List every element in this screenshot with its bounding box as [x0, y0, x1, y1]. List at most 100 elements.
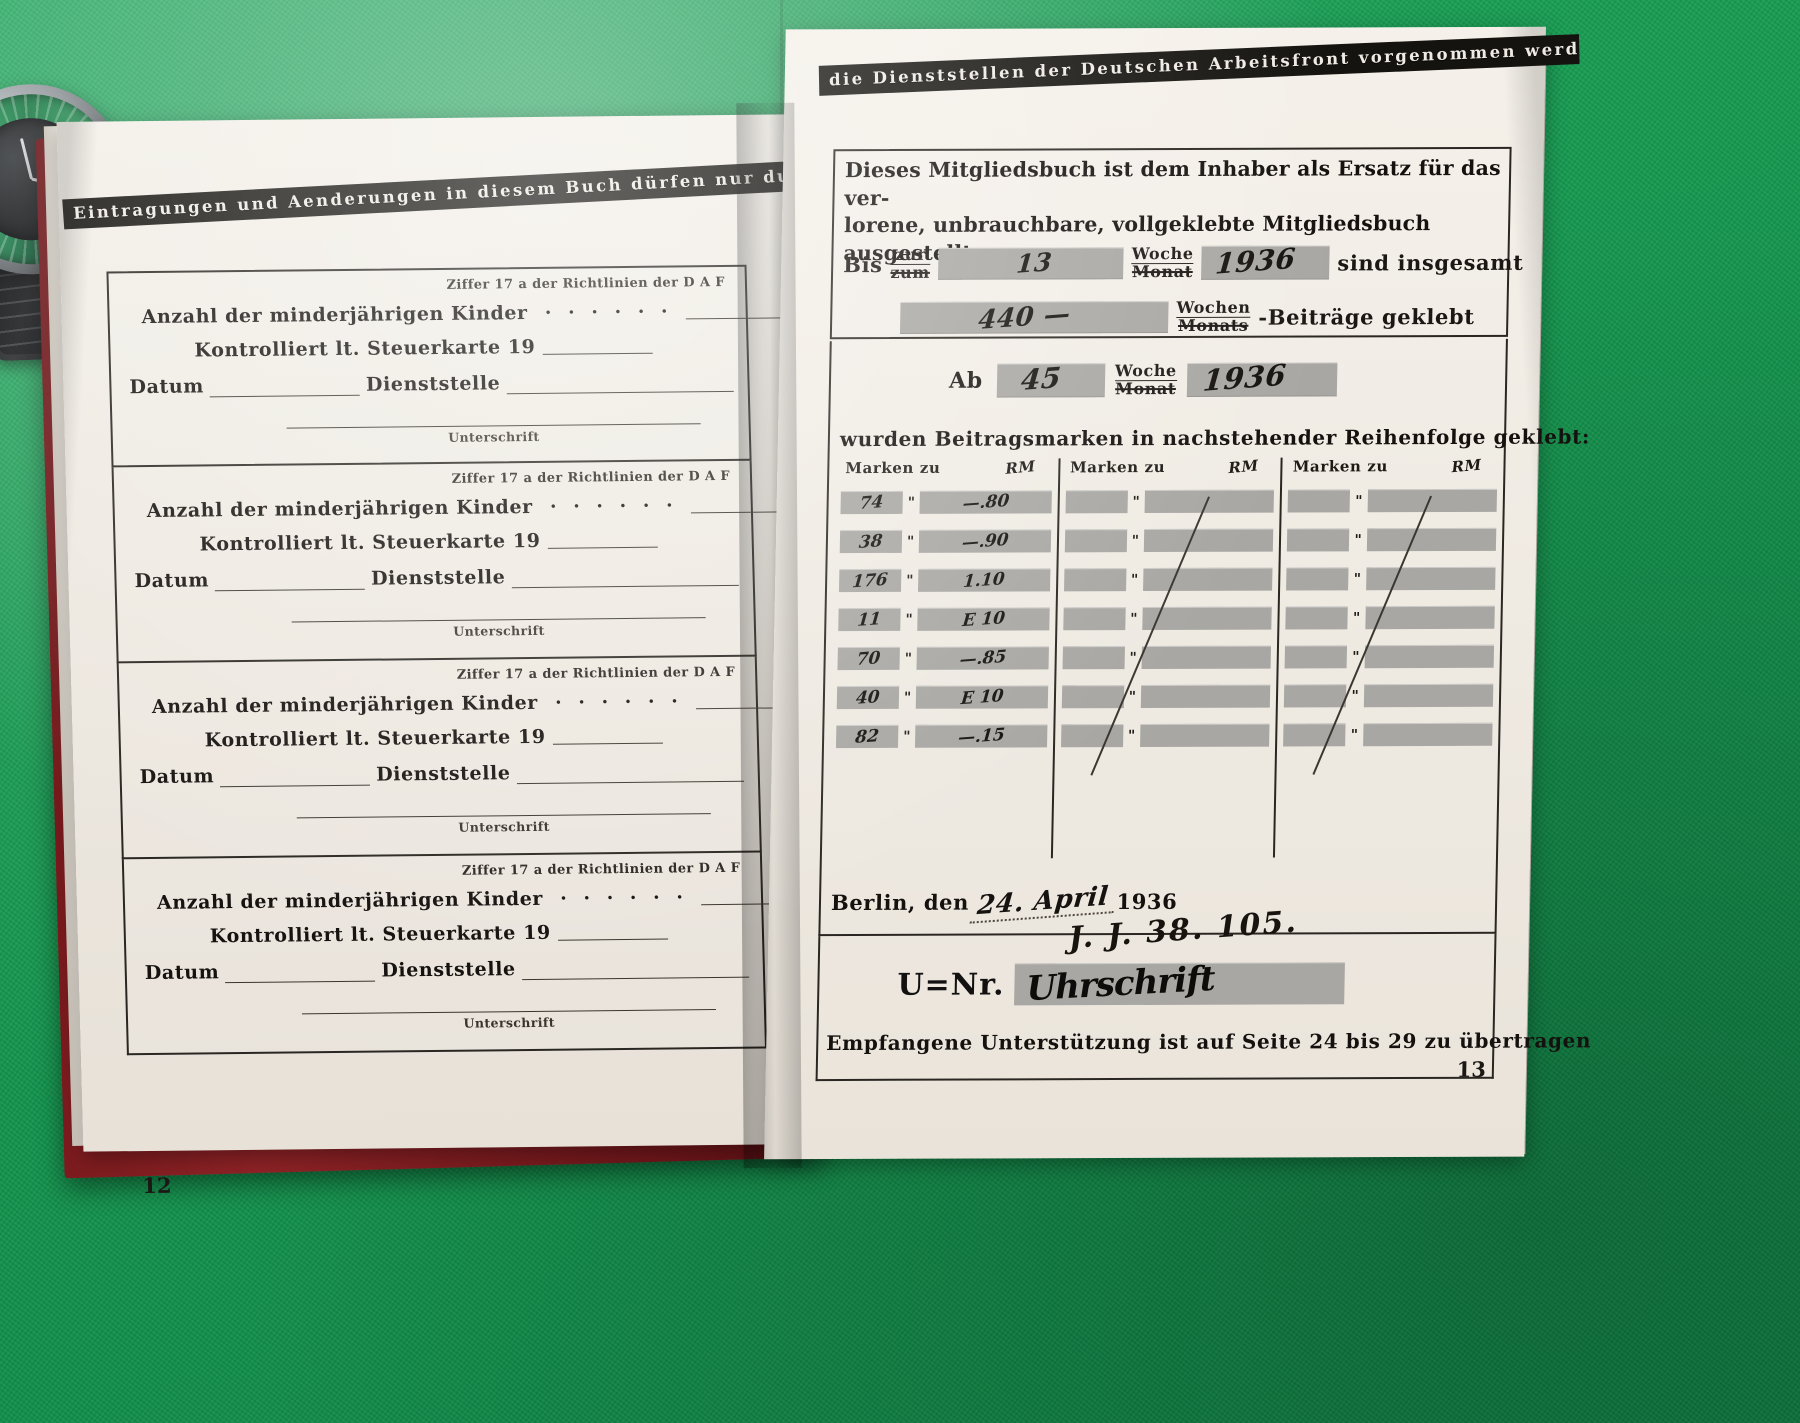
quote-mark: " [905, 611, 913, 628]
datum-row: Datum Dienststelle [129, 370, 734, 398]
stamp-qty-field[interactable] [1285, 606, 1349, 630]
stamp-qty-field[interactable]: 11 [838, 607, 901, 632]
kontrolliert-row: Kontrolliert lt. Steuerkarte 19 [194, 334, 733, 362]
stamp-value-field[interactable]: —.90 [919, 529, 1051, 553]
stamp-row: " [1287, 520, 1497, 560]
stamp-value-field[interactable] [1140, 684, 1271, 709]
marken-zu-label: Marken zu [1292, 457, 1389, 476]
kontrolliert-input-line[interactable] [552, 729, 664, 745]
stamp-value-field[interactable] [1143, 528, 1274, 553]
berlin-date-line: Berlin, den 24. April 1936 [830, 880, 1178, 924]
dienststelle-input-line[interactable] [521, 961, 750, 981]
left-page: Eintragungen und Aenderungen in diesem B… [56, 114, 822, 1198]
ab-week-field[interactable]: 45 [996, 361, 1106, 398]
stamp-qty-field[interactable] [1062, 607, 1126, 631]
dienststelle-input-line[interactable] [516, 765, 744, 785]
stamp-qty-field[interactable] [1287, 528, 1350, 552]
datum-row: Datum Dienststelle [145, 956, 750, 984]
stamp-value-field[interactable] [1365, 566, 1496, 591]
stamp-qty-field[interactable] [1287, 489, 1351, 513]
stamp-qty-field[interactable]: 74 [840, 490, 903, 515]
dienststelle-input-line[interactable] [506, 375, 734, 395]
stamp-value-field[interactable]: —.15 [915, 724, 1048, 748]
stamp-row: " [1061, 677, 1271, 717]
stamps-column: Marken zu RM " " [1050, 456, 1281, 859]
datum-input-line[interactable] [214, 573, 366, 592]
stamp-row: " [1284, 676, 1494, 716]
stamp-qty-field[interactable]: 40 [836, 685, 900, 710]
datum-input-line[interactable] [220, 769, 371, 788]
stamp-qty-field[interactable] [1064, 529, 1127, 553]
stamp-value-field[interactable]: 1.10 [918, 568, 1051, 592]
woche-monat-fraction: Woche Monat [1131, 243, 1194, 281]
stamp-qty-field[interactable]: 38 [839, 529, 903, 554]
ab-woche-monat-fraction: Woche Monat [1114, 360, 1178, 398]
stamp-row: " [1060, 716, 1270, 756]
datum-input-line[interactable] [209, 379, 361, 398]
page-number-right: 13 [1456, 1056, 1487, 1082]
monat-label: Monat [1131, 261, 1194, 281]
kontrolliert-input-line[interactable] [547, 533, 658, 549]
stamp-qty-field[interactable] [1063, 568, 1127, 592]
u-nummer-field[interactable]: Uhrschrift [1014, 962, 1346, 1006]
stamp-value-field[interactable] [1363, 683, 1494, 708]
weeks-field[interactable]: 13 [937, 247, 1124, 281]
woche-label: Woche [1131, 243, 1194, 264]
entry-block: Ziffer 17 a der Richtlinien der D A F An… [121, 852, 822, 1056]
stamp-qty-field[interactable] [1284, 645, 1348, 669]
stamp-value: 1.10 [962, 568, 1006, 592]
stamp-qty-field[interactable]: 82 [835, 724, 899, 749]
stamp-value-field[interactable]: E 10 [916, 685, 1048, 709]
stamp-value-field[interactable] [1141, 645, 1272, 670]
quote-mark: " [906, 533, 915, 550]
kontrolliert-input-line[interactable] [557, 925, 669, 941]
datum-input-line[interactable] [225, 965, 376, 984]
quote-mark: " [1350, 726, 1359, 743]
stamp-value-field[interactable]: —.80 [919, 490, 1052, 514]
marken-zu-label: Marken zu [845, 458, 941, 478]
dienststelle-input-line[interactable] [511, 569, 739, 589]
quote-mark: " [1128, 688, 1137, 705]
year-field[interactable]: 1936 [1201, 242, 1330, 281]
stamp-value-field[interactable] [1144, 489, 1275, 514]
stamp-value-field[interactable] [1364, 605, 1495, 630]
stamp-qty-field[interactable] [1286, 567, 1349, 591]
stamp-qty-field[interactable] [1061, 685, 1124, 709]
stamp-qty-field[interactable]: 70 [837, 646, 900, 671]
stamp-value-field[interactable]: —.85 [916, 646, 1049, 670]
stamp-qty-field[interactable] [1065, 490, 1128, 514]
quote-mark: " [1351, 687, 1359, 704]
stamp-qty-field[interactable] [1283, 723, 1346, 747]
ab-woche-label: Woche [1114, 360, 1178, 381]
rm-label: RM [1227, 456, 1260, 478]
wochen-monats-fraction: Wochen Monats [1175, 298, 1251, 335]
stamp-value-field[interactable]: E 10 [917, 607, 1050, 631]
total-count-field[interactable]: 440 — [899, 299, 1169, 336]
stamp-qty-field[interactable] [1060, 724, 1124, 748]
ab-year-field[interactable]: 1936 [1186, 358, 1338, 398]
stamp-value: —.85 [958, 646, 1007, 670]
stamp-row: 70 " —.85 [837, 638, 1049, 678]
quote-mark: " [1127, 727, 1136, 744]
stamp-value-field[interactable] [1142, 606, 1273, 631]
berlin-label: Berlin, den [830, 889, 970, 916]
stamp-qty-field[interactable] [1284, 684, 1347, 708]
stamp-qty-field[interactable] [1062, 646, 1125, 670]
stamps-column: Marken zu RM " " [1273, 456, 1504, 858]
left-page-blocks: Ziffer 17 a der Richtlinien der D A F An… [106, 264, 822, 1056]
stamp-value-field[interactable] [1366, 527, 1497, 552]
kontrolliert-input-line[interactable] [542, 339, 653, 355]
leader-dots: · · · · · · [544, 300, 673, 324]
kontrolliert-row: Kontrolliert lt. Steuerkarte 19 [199, 528, 738, 555]
stamp-row: 176 " 1.10 [838, 560, 1051, 600]
kinder-label: Anzahl der minderjährigen Kinder [156, 887, 544, 914]
stamp-value-field[interactable] [1362, 722, 1493, 747]
stamp-value-field[interactable] [1140, 723, 1270, 748]
stamp-row: 38 " —.90 [839, 521, 1051, 561]
stamp-value-field[interactable] [1364, 644, 1495, 669]
stamp-value-field[interactable] [1143, 567, 1273, 592]
stamp-value-field[interactable] [1367, 488, 1498, 513]
ab-monat-label: Monat [1114, 378, 1177, 398]
stamp-qty-field[interactable]: 176 [838, 568, 902, 593]
